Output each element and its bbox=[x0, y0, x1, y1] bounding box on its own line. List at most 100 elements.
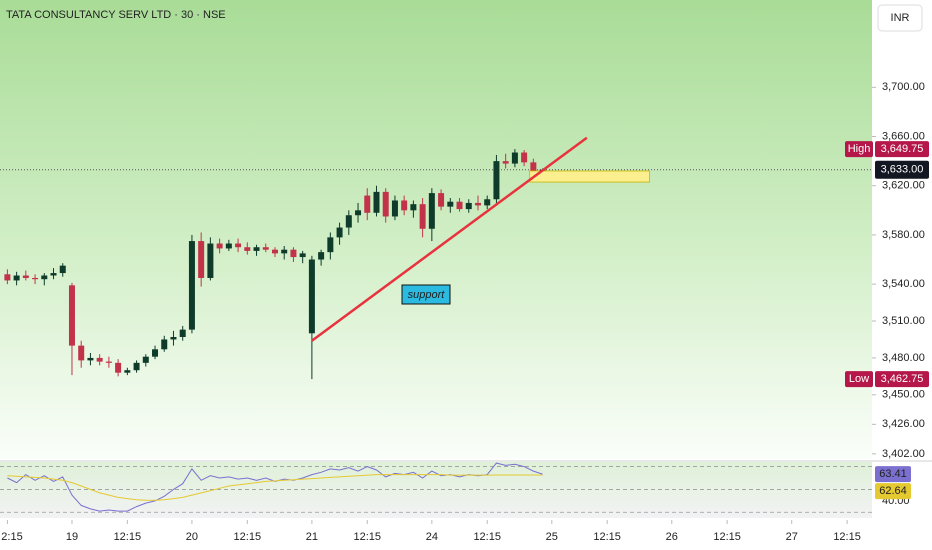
y-tick-label: 3,450.00 bbox=[882, 389, 925, 401]
y-tick-label: 3,510.00 bbox=[882, 315, 925, 327]
candle-body bbox=[336, 227, 343, 238]
y-tick-label: 3,580.00 bbox=[882, 229, 925, 241]
annotation-text: support bbox=[408, 289, 446, 301]
candle-body bbox=[235, 243, 242, 248]
candle-body bbox=[161, 339, 168, 350]
last-price-badge: 3,633.00 bbox=[875, 160, 929, 179]
candle-body bbox=[364, 195, 371, 213]
currency-label[interactable]: INR bbox=[891, 12, 910, 24]
candle-body bbox=[438, 193, 445, 207]
plot-background bbox=[0, 0, 872, 460]
candle-body bbox=[290, 249, 297, 258]
candle-body bbox=[308, 259, 315, 334]
candle-body bbox=[188, 241, 195, 330]
candle-body bbox=[401, 200, 408, 211]
candle-body bbox=[179, 329, 186, 338]
y-tick-label: 3,540.00 bbox=[882, 278, 925, 290]
candle-body bbox=[207, 243, 214, 278]
currency-button[interactable] bbox=[877, 4, 923, 32]
candle-body bbox=[373, 191, 380, 213]
rsi-value: 63.41 bbox=[879, 468, 907, 480]
x-tick-label: 12:15 bbox=[114, 531, 142, 543]
last-price-value: 3,633.00 bbox=[881, 164, 924, 176]
candle-body bbox=[50, 273, 57, 276]
candle-body bbox=[419, 204, 426, 229]
y-tick-label: 3,700.00 bbox=[882, 81, 925, 93]
high-badge-value: 3,649.75 bbox=[881, 143, 924, 155]
candle-body bbox=[59, 265, 66, 274]
candle-body bbox=[87, 357, 94, 361]
candle-body bbox=[382, 191, 389, 217]
candle-body bbox=[299, 253, 306, 258]
candle-body bbox=[345, 215, 352, 228]
candle-body bbox=[41, 275, 48, 280]
low-badge: Low 3,462.75 bbox=[845, 371, 929, 388]
candle-body bbox=[198, 241, 205, 278]
y-tick-label: 3,426.00 bbox=[882, 418, 925, 430]
candle-body bbox=[262, 247, 269, 250]
candle-body bbox=[124, 370, 131, 373]
candle-body bbox=[327, 237, 334, 253]
x-tick-label: 12:15 bbox=[234, 531, 262, 543]
candle-body bbox=[105, 361, 112, 363]
rsi-value-box bbox=[875, 466, 911, 483]
low-badge-label: Low bbox=[849, 373, 869, 385]
candle-body bbox=[216, 243, 223, 249]
candle-body bbox=[225, 243, 232, 249]
candle-body bbox=[244, 247, 251, 251]
x-tick-label: 26 bbox=[666, 531, 678, 543]
candle-body bbox=[68, 285, 75, 346]
candle-body bbox=[465, 202, 472, 210]
high-badge-label: High bbox=[848, 143, 871, 155]
x-tick-label: 24 bbox=[426, 531, 438, 543]
candle-body bbox=[502, 161, 509, 164]
rsi-line bbox=[7, 474, 543, 501]
y-tick-label: 3,480.00 bbox=[882, 352, 925, 364]
x-tick-label: 25 bbox=[546, 531, 558, 543]
candle-body bbox=[484, 199, 491, 206]
candle-body bbox=[281, 249, 288, 254]
candle-body bbox=[4, 274, 11, 281]
high-badge-value-box bbox=[875, 141, 929, 158]
x-tick-label: 19 bbox=[66, 531, 78, 543]
candle-body bbox=[133, 362, 140, 371]
candle-body bbox=[22, 275, 29, 278]
x-tick-label: 27 bbox=[786, 531, 798, 543]
candle-body bbox=[410, 204, 417, 211]
candle-body bbox=[530, 162, 537, 173]
candle-body bbox=[511, 152, 518, 164]
x-tick-label: 12:15 bbox=[353, 531, 381, 543]
candle-body bbox=[142, 356, 149, 363]
candle-body bbox=[32, 277, 39, 280]
candle-body bbox=[170, 337, 177, 340]
last-price-box bbox=[875, 160, 929, 179]
candle-body bbox=[152, 349, 159, 357]
rsi-value-box bbox=[875, 483, 911, 500]
trendline bbox=[311, 136, 588, 342]
candle-body bbox=[13, 275, 20, 281]
candle-body bbox=[447, 201, 454, 207]
candle-body bbox=[115, 362, 122, 373]
candle-body bbox=[456, 201, 463, 210]
x-tick-label: 12:15 bbox=[473, 531, 501, 543]
candle-body bbox=[96, 357, 103, 362]
annotation-box bbox=[401, 284, 451, 305]
x-tick-label: 21 bbox=[306, 531, 318, 543]
candle-body bbox=[493, 161, 500, 200]
candle-body bbox=[474, 202, 481, 206]
x-tick-label: 12:15 bbox=[593, 531, 621, 543]
low-badge-label-box bbox=[845, 371, 873, 388]
rsi-value: 62.64 bbox=[879, 485, 907, 497]
x-tick-label: 2:15 bbox=[1, 531, 22, 543]
candle-body bbox=[253, 247, 260, 251]
high-badge: High 3,649.75 bbox=[845, 141, 929, 158]
low-badge-value-box bbox=[875, 371, 929, 388]
y-tick-label: 3,620.00 bbox=[882, 180, 925, 192]
y-tick-label: 3,660.00 bbox=[882, 130, 925, 142]
candle-body bbox=[391, 200, 398, 217]
candle-body bbox=[521, 152, 528, 163]
x-tick-label: 12:15 bbox=[833, 531, 861, 543]
chart-layer: 3,700.00 3,660.00 3,620.00 3,580.00 3,540.00… bbox=[0, 81, 929, 543]
